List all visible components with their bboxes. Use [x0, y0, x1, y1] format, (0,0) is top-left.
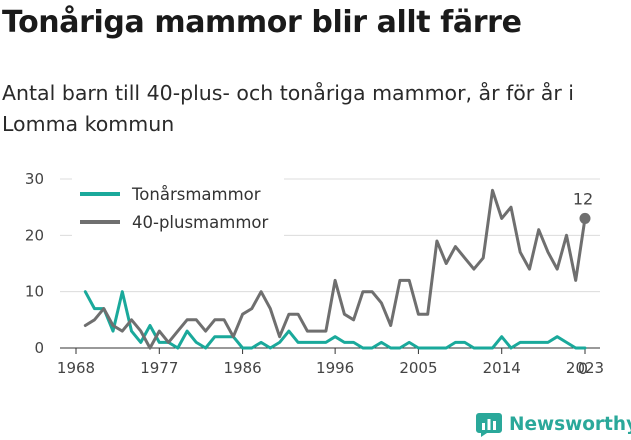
- y-tick-label: 10: [25, 283, 44, 301]
- x-tick-label: 2005: [399, 359, 437, 377]
- series-line-0: [83, 290, 587, 350]
- series-line-1: [83, 188, 587, 350]
- x-tick-label: 2023: [566, 359, 604, 377]
- x-tick-label: 1968: [57, 359, 95, 377]
- end-value-label: 12: [573, 189, 593, 208]
- legend-label: 40-plusmammor: [132, 213, 268, 232]
- newsworthy-logo-icon: [476, 413, 502, 437]
- axes: 0 10 20 30 1968 1977 1986 1996 2005 2014 2023: [25, 170, 604, 377]
- chart-subtitle: Antal barn till 40-plus- och tonåriga ma…: [2, 81, 574, 136]
- brand-name: Newsworthy: [509, 413, 631, 435]
- x-tick-label: 1996: [316, 359, 354, 377]
- line-chart: 0 10 20 30 1968 1977 1986 1996 2005 2014 2023 Tonå…: [25, 170, 604, 378]
- legend: Tonårsmammor 40-plusmammor: [72, 178, 284, 238]
- end-labels: 0 12: [573, 189, 593, 378]
- series-lines: [83, 188, 591, 350]
- x-tick-label: 1977: [140, 359, 178, 377]
- x-tick-label: 2014: [483, 359, 521, 377]
- y-tick-label: 30: [25, 170, 44, 188]
- chart-title: Tonåriga mammor blir allt färre: [2, 5, 522, 40]
- y-tick-label: 0: [34, 339, 44, 357]
- y-tick-label: 20: [25, 226, 44, 244]
- newsworthy-brand: Newsworthy: [475, 408, 631, 440]
- series-end-point-1: [579, 212, 591, 224]
- end-value-label: 0: [578, 359, 588, 378]
- legend-background: [72, 178, 284, 238]
- legend-label: Tonårsmammor: [131, 185, 261, 204]
- x-tick-label: 1986: [223, 359, 261, 377]
